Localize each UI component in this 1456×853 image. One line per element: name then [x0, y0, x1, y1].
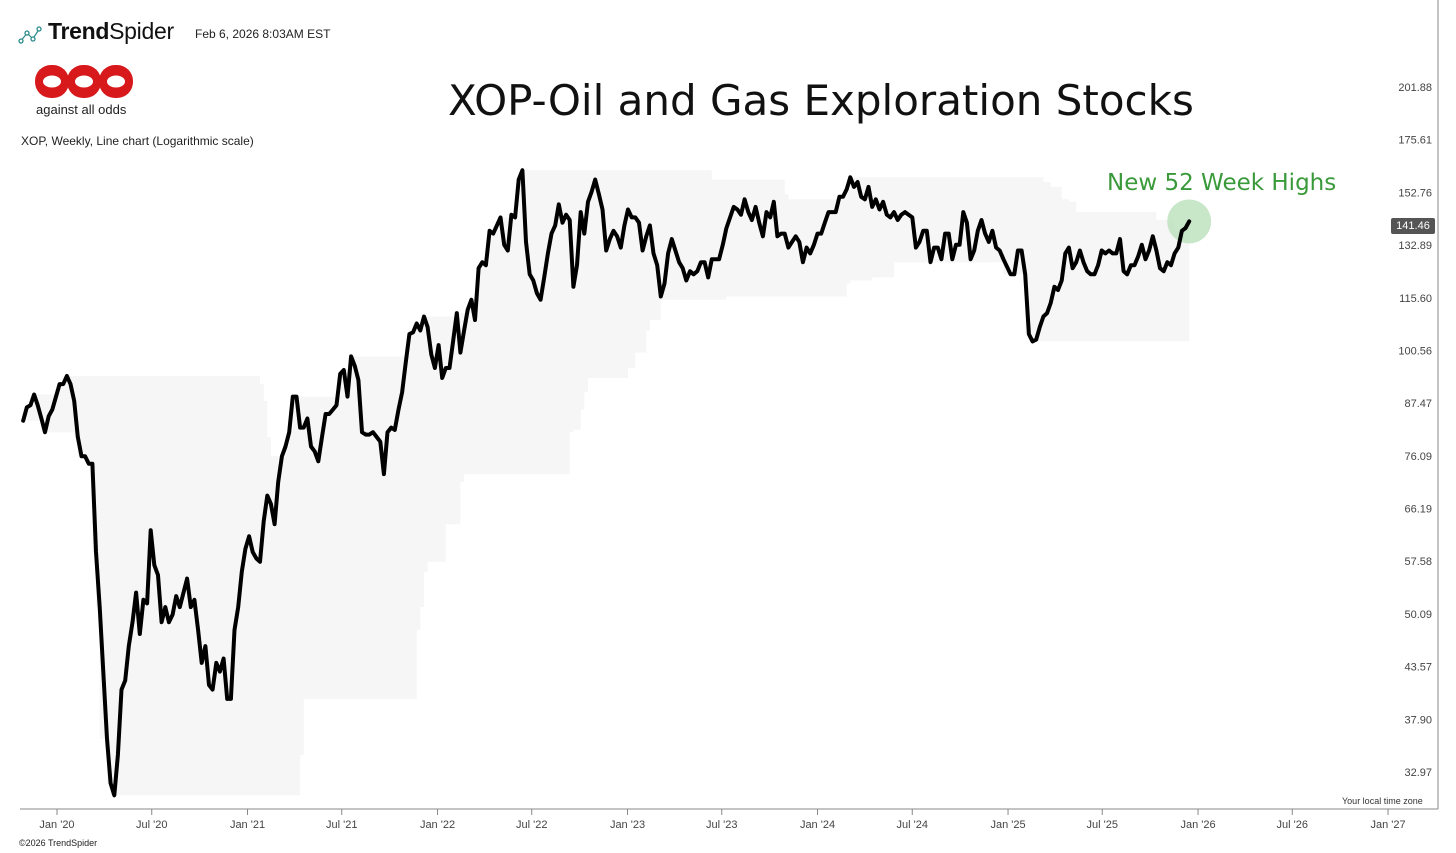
logo-text: against all odds	[36, 102, 127, 117]
x-tick-label: Jan '23	[610, 819, 645, 831]
x-tick-label: Jul '21	[326, 819, 357, 831]
range-band-area	[23, 170, 1190, 796]
x-tick-label: Jul '23	[706, 819, 737, 831]
x-ticks: Jan '20 Jul '20 Jan '21 Jul '21 Jan '22 Jul '…	[39, 809, 1406, 831]
y-tick-label: 32.97	[1404, 767, 1432, 779]
y-tick-label: 201.88	[1398, 82, 1432, 94]
x-tick-label: Jan '27	[1370, 819, 1405, 831]
x-tick-label: Jan '20	[39, 819, 74, 831]
y-tick-label: 132.89	[1398, 240, 1432, 252]
brand-light: Spider	[109, 18, 174, 44]
trendspider-icon	[18, 26, 42, 44]
y-tick-label: 43.57	[1404, 662, 1432, 674]
x-tick-label: Jan '25	[990, 819, 1025, 831]
y-tick-label: 152.76	[1398, 187, 1432, 199]
chart-title: XOP-Oil and Gas Exploration Stocks	[448, 76, 1194, 125]
52-week-range-band	[23, 170, 1190, 796]
x-tick-label: Jan '26	[1180, 819, 1215, 831]
aao-logo-icon	[35, 65, 133, 98]
timestamp: Feb 6, 2026 8:03AM EST	[195, 27, 331, 41]
y-ticks: 201.88 175.61 152.76 132.89 115.60 100.56 87.4…	[1398, 82, 1432, 779]
y-tick-label: 57.58	[1404, 556, 1432, 568]
x-tick-label: Jul '26	[1277, 819, 1308, 831]
y-tick-label: 175.61	[1398, 135, 1432, 147]
annotation-new-highs: New 52 Week Highs	[1107, 170, 1337, 196]
x-tick-label: Jul '20	[136, 819, 167, 831]
x-tick-label: Jul '24	[897, 819, 928, 831]
x-tick-label: Jan '22	[420, 819, 455, 831]
x-tick-label: Jan '21	[230, 819, 265, 831]
last-price-tag: 141.46	[1391, 218, 1435, 234]
y-tick-label: 87.47	[1404, 398, 1432, 410]
series-line	[21, 168, 1192, 798]
timezone-label: Your local time zone	[1342, 796, 1423, 806]
copyright: ©2026 TrendSpider	[19, 838, 98, 848]
y-tick-label: 100.56	[1398, 345, 1432, 357]
y-tick-label: 115.60	[1399, 293, 1432, 305]
x-tick-label: Jul '22	[516, 819, 547, 831]
x-tick-label: Jan '24	[800, 819, 835, 831]
y-tick-label: 37.90	[1404, 714, 1432, 726]
axes	[20, 0, 1439, 810]
x-tick-label: Jul '25	[1087, 819, 1118, 831]
y-tick-label: 66.19	[1404, 504, 1432, 516]
y-tick-label: 76.09	[1404, 451, 1432, 463]
brand-bold: Trend	[48, 18, 110, 44]
brand-name: TrendSpider	[48, 18, 174, 45]
chart-subtitle: XOP, Weekly, Line chart (Logarithmic sca…	[21, 134, 254, 148]
y-tick-label: 50.09	[1404, 609, 1432, 621]
